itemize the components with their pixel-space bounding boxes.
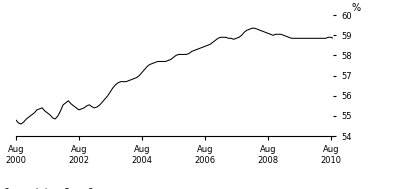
Text: Source: Labour Force Survey.: Source: Labour Force Survey. bbox=[4, 187, 116, 189]
Text: %: % bbox=[351, 3, 360, 13]
